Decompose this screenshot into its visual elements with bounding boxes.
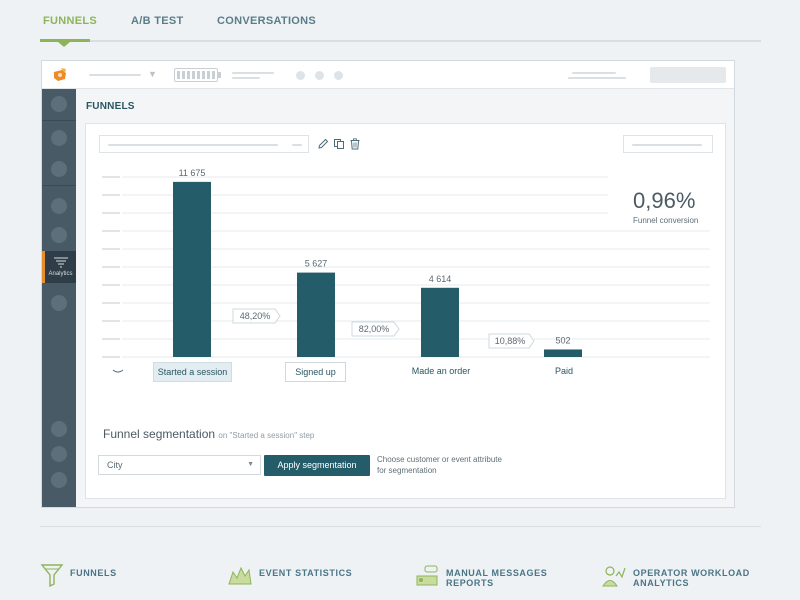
feature-manual-messages[interactable]: MANUAL MESSAGES REPORTS	[415, 562, 575, 590]
sidebar-item-7[interactable]	[51, 421, 67, 437]
pencil-icon[interactable]	[317, 138, 329, 150]
operator-workload-icon	[602, 566, 626, 587]
funnel-conversion-value: 0,96%	[633, 188, 696, 213]
step-conversion-value: 10,88%	[495, 336, 526, 346]
app-logo-icon	[54, 68, 66, 81]
topbar-placeholder-text	[232, 72, 274, 74]
step-conversion-tag	[232, 308, 281, 324]
feature-label: OPERATOR WORKLOAD ANALYTICS	[633, 568, 750, 588]
chevron-down-icon[interactable]: ▼	[148, 69, 157, 79]
funnel-select[interactable]	[99, 135, 309, 153]
bottom-divider	[40, 526, 761, 527]
step-conversion-tag	[351, 321, 400, 337]
tab-funnels[interactable]: FUNNELS	[43, 15, 98, 27]
sidebar-item-1[interactable]	[51, 96, 67, 112]
plan-usage-indicator	[174, 68, 221, 82]
sidebar-item-9[interactable]	[51, 472, 67, 488]
funnel-select-placeholder	[108, 144, 278, 146]
topbar-action-button[interactable]	[650, 67, 726, 83]
active-tab-caret	[58, 42, 70, 47]
trash-icon[interactable]	[349, 138, 361, 150]
sidebar-item-8[interactable]	[51, 446, 67, 462]
segmentation-hint: Choose customer or event attribute for s…	[377, 455, 502, 475]
funnel-select-placeholder-2	[292, 144, 302, 146]
sidebar-divider	[42, 120, 76, 121]
feature-label: MANUAL MESSAGES REPORTS	[446, 568, 548, 588]
date-range-select[interactable]	[623, 135, 713, 153]
step-conversion-value: 82,00%	[359, 324, 390, 334]
sidebar-item-analytics[interactable]: Analytics	[42, 251, 76, 283]
user-email-placeholder	[568, 77, 626, 79]
sidebar-item-label: Analytics	[48, 271, 73, 277]
step-button-started-session[interactable]: Started a session	[153, 362, 232, 382]
topbar-dot-2[interactable]	[315, 71, 324, 80]
manual-messages-icon	[416, 565, 438, 586]
segmentation-subtitle: on "Started a session" step	[218, 431, 315, 440]
sidebar-divider	[42, 185, 76, 186]
tab-ab-test[interactable]: A/B TEST	[131, 15, 184, 27]
feature-funnels[interactable]: FUNNELS	[40, 562, 160, 590]
feature-label: FUNNELS	[70, 568, 117, 578]
page-title: FUNNELS	[86, 101, 135, 112]
feature-operator-workload[interactable]: OPERATOR WORKLOAD ANALYTICS	[602, 562, 762, 590]
step-button-paid[interactable]: Paid	[554, 366, 573, 376]
topbar-placeholder-text-2	[232, 77, 260, 79]
top-tabs: FUNNELS A/B TEST CONVERSATIONS	[40, 0, 761, 47]
app-window: ▼ Analytics	[41, 60, 735, 508]
apply-segmentation-button[interactable]: Apply segmentation	[264, 455, 370, 476]
bar-value-label: 11 675	[179, 168, 206, 178]
segmentation-attribute-select[interactable]: City ▼	[98, 455, 261, 475]
workspace-select-placeholder[interactable]	[89, 74, 141, 76]
segmentation-title-text: Funnel segmentation	[103, 427, 216, 441]
feature-event-statistics[interactable]: EVENT STATISTICS	[228, 562, 378, 590]
funnel-icon	[40, 564, 64, 588]
sidebar-item-2[interactable]	[51, 130, 67, 146]
step-button-made-order[interactable]: Made an order	[411, 366, 471, 376]
funnel-card: 11 675 5 627 4 614 502 48,20% 82,00% 10,88% 0,…	[85, 123, 726, 499]
step-button-signed-up[interactable]: Signed up	[285, 362, 346, 382]
topbar-dot-3[interactable]	[334, 71, 343, 80]
sidebar-item-4[interactable]	[51, 198, 67, 214]
funnel-bar	[421, 287, 459, 357]
bar-value-label: 4 614	[429, 274, 452, 284]
copy-icon[interactable]	[333, 138, 345, 150]
funnel-chart: 11 675 5 627 4 614 502 48,20% 82,00% 10,88%	[102, 168, 710, 373]
bar-value-label: 5 627	[305, 259, 328, 269]
user-name-placeholder	[572, 72, 616, 74]
collapse-icon	[112, 369, 124, 373]
sidebar-item-3[interactable]	[51, 161, 67, 177]
step-conversion-value: 48,20%	[240, 311, 271, 321]
chevron-down-icon: ▼	[247, 461, 254, 468]
active-tab-underline	[40, 39, 90, 42]
funnel-bar	[297, 272, 335, 357]
sidebar-item-6[interactable]	[51, 295, 67, 311]
date-range-placeholder	[632, 144, 702, 146]
segmentation-select-value: City	[107, 460, 123, 470]
tab-conversations[interactable]: CONVERSATIONS	[217, 15, 317, 27]
app-topbar: ▼	[42, 61, 734, 89]
main-content: FUNNELS 11 675 5 62	[76, 89, 734, 507]
sidebar-item-5[interactable]	[51, 227, 67, 243]
funnel-conversion-label: Funnel conversion	[633, 216, 699, 225]
sidebar: Analytics	[42, 89, 76, 507]
funnel-bar	[544, 349, 582, 357]
feature-label: EVENT STATISTICS	[259, 568, 353, 578]
step-conversion-tag	[488, 333, 535, 349]
segmentation-title: Funnel segmentation on "Started a sessio…	[103, 427, 314, 441]
funnel-lines-icon	[54, 257, 68, 268]
funnel-bar	[173, 181, 211, 357]
event-statistics-icon	[228, 566, 252, 585]
topbar-dot-1[interactable]	[296, 71, 305, 80]
bar-value-label: 502	[555, 335, 570, 345]
